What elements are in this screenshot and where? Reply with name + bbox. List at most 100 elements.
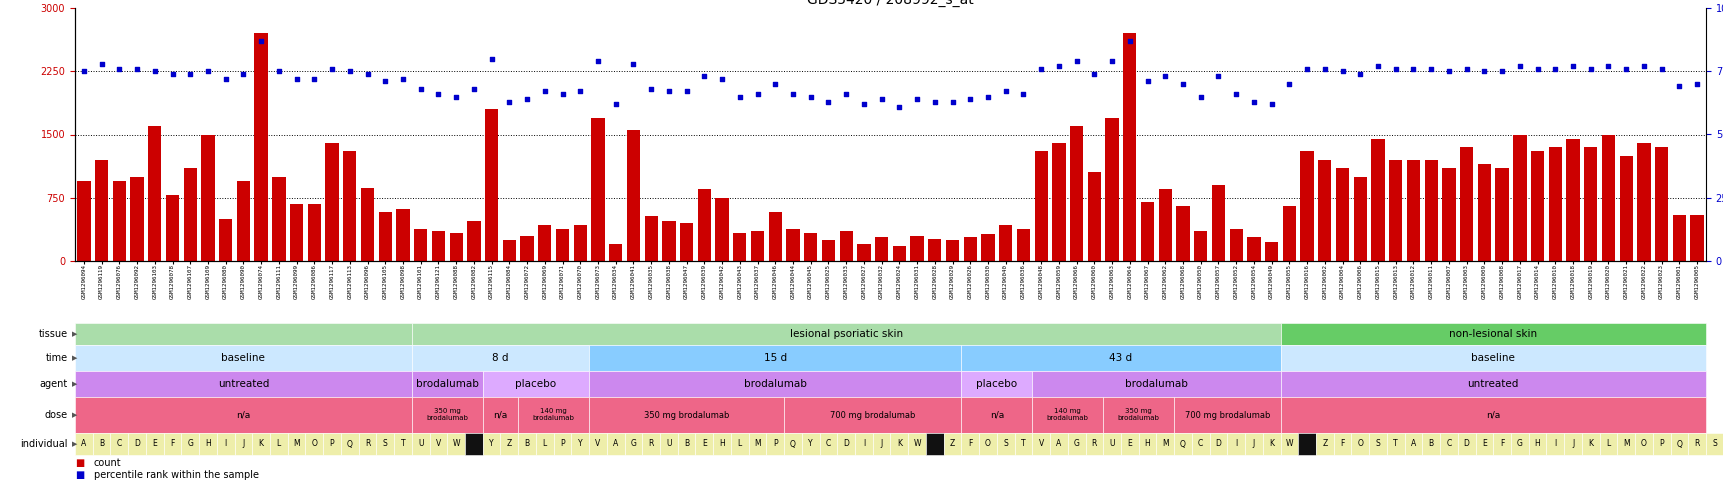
Text: S: S — [383, 440, 388, 449]
Bar — [1158, 189, 1172, 261]
Text: Y: Y — [808, 440, 813, 449]
Bar — [538, 225, 551, 261]
Text: brodalumab: brodalumab — [415, 379, 479, 389]
Point — [1309, 65, 1337, 72]
Text: S: S — [1375, 440, 1380, 449]
Text: 700 mg brodalumab: 700 mg brodalumab — [829, 411, 915, 420]
Text: D: D — [134, 440, 140, 449]
Bar — [1104, 118, 1118, 261]
Bar — [503, 240, 515, 261]
Text: T: T — [1392, 440, 1397, 449]
Text: n/a: n/a — [493, 411, 507, 420]
Text: H: H — [1533, 440, 1540, 449]
Text: count: count — [95, 458, 122, 468]
Bar — [786, 229, 799, 261]
Bar — [1637, 143, 1649, 261]
Text: M: M — [293, 440, 300, 449]
Title: GDS5420 / 208992_s_at: GDS5420 / 208992_s_at — [806, 0, 973, 7]
Bar — [1690, 214, 1702, 261]
Point — [495, 98, 522, 105]
Text: L: L — [737, 440, 741, 449]
Point — [956, 95, 984, 103]
Bar — [1459, 147, 1473, 261]
Bar — [1335, 168, 1349, 261]
Point — [867, 95, 894, 103]
Text: M: M — [753, 440, 760, 449]
Bar — [1034, 151, 1048, 261]
Bar — [910, 236, 924, 261]
Bar — [1318, 160, 1330, 261]
Bar — [165, 195, 179, 261]
Text: untreated: untreated — [217, 379, 269, 389]
Point — [1239, 98, 1266, 105]
Text: A: A — [613, 440, 619, 449]
Text: L: L — [543, 440, 546, 449]
Text: 43 d: 43 d — [1110, 353, 1132, 363]
Bar — [450, 233, 462, 261]
Bar — [326, 143, 338, 261]
Bar — [1494, 168, 1508, 261]
Bar — [698, 189, 710, 261]
Text: dose: dose — [45, 410, 69, 420]
Bar — [1282, 206, 1296, 261]
Text: U: U — [665, 440, 672, 449]
Point — [762, 80, 789, 88]
Text: n/a: n/a — [1485, 411, 1499, 420]
Point — [1664, 83, 1692, 90]
Bar — [1583, 147, 1597, 261]
Bar — [379, 212, 391, 261]
Point — [300, 75, 327, 83]
Point — [849, 100, 877, 108]
Bar — [980, 234, 994, 261]
Point — [815, 98, 843, 105]
Bar — [679, 223, 693, 261]
Text: K: K — [1587, 440, 1592, 449]
Text: T: T — [400, 440, 405, 449]
Text: tissue: tissue — [40, 329, 69, 339]
Bar — [414, 229, 427, 261]
Text: 350 mg
brodalumab: 350 mg brodalumab — [426, 409, 469, 422]
Text: H: H — [1144, 440, 1149, 449]
Text: Y: Y — [489, 440, 495, 449]
Bar — [715, 198, 729, 261]
Bar — [1406, 160, 1420, 261]
Text: time: time — [47, 353, 69, 363]
Point — [1611, 65, 1639, 72]
Bar — [608, 244, 622, 261]
Text: E: E — [701, 440, 706, 449]
Bar — [1194, 231, 1206, 261]
Point — [353, 70, 381, 78]
Point — [1134, 77, 1161, 85]
Point — [159, 70, 186, 78]
Text: R: R — [648, 440, 653, 449]
Text: S: S — [1003, 440, 1008, 449]
Bar — [1017, 229, 1030, 261]
Text: I: I — [1552, 440, 1556, 449]
Text: Q: Q — [789, 440, 796, 449]
Text: Y: Y — [577, 440, 582, 449]
Text: D: D — [1215, 440, 1220, 449]
Text: L: L — [1606, 440, 1609, 449]
Point — [265, 68, 293, 75]
Text: K: K — [258, 440, 264, 449]
Point — [1577, 65, 1604, 72]
Bar — [732, 233, 746, 261]
Point — [725, 93, 753, 100]
Text: I: I — [862, 440, 865, 449]
Point — [1523, 65, 1551, 72]
Point — [991, 87, 1018, 95]
Bar — [1175, 206, 1189, 261]
Text: 15 d: 15 d — [763, 353, 786, 363]
Text: lesional psoriatic skin: lesional psoriatic skin — [789, 329, 903, 339]
Bar — [1513, 134, 1525, 261]
Point — [176, 70, 203, 78]
Point — [246, 37, 274, 45]
Point — [370, 77, 398, 85]
Point — [1044, 62, 1072, 70]
Point — [1258, 100, 1285, 108]
Point — [601, 100, 629, 108]
Text: F: F — [171, 440, 174, 449]
Point — [424, 90, 451, 98]
Text: 8 d: 8 d — [493, 353, 508, 363]
Point — [939, 98, 967, 105]
